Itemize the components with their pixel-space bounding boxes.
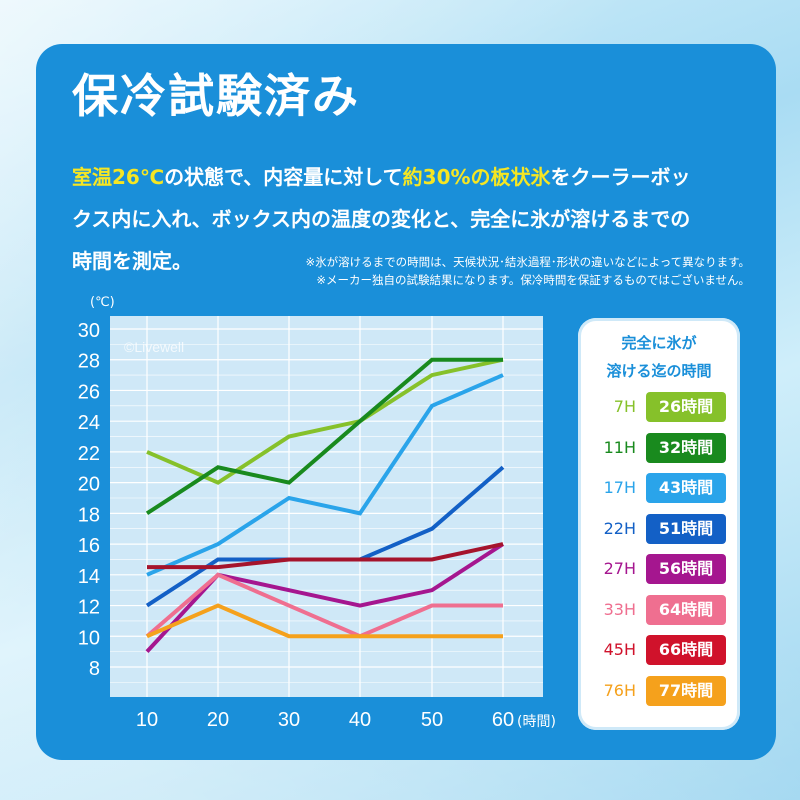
legend-box: 完全に氷が 溶ける迄の時間 7H 26時間 11H 32時間 17H 43時間 22H 51時… xyxy=(578,318,740,730)
legend-duration-badge: 64時間 xyxy=(646,594,726,625)
series-line-7 xyxy=(146,603,503,639)
legend-duration-badge: 56時間 xyxy=(646,554,726,584)
legend-hour: 33H xyxy=(603,599,636,619)
series-line-2 xyxy=(145,357,503,516)
legend-hour: 27H xyxy=(603,559,636,578)
x-tick-label: 40 xyxy=(349,709,371,731)
x-tick-label: 30 xyxy=(278,709,300,731)
description-line-2: クス内に入れ、ボックス内の温度の変化と、完全に氷が溶けるまでの xyxy=(72,207,691,231)
y-tick-label: 30 xyxy=(78,320,100,342)
y-tick-label: 28 xyxy=(78,351,100,373)
y-tick-label: 12 xyxy=(78,597,100,619)
y-tick-label: 10 xyxy=(78,627,100,649)
legend-duration-badge: 26時間 xyxy=(646,392,726,422)
x-tick-label: 50 xyxy=(421,709,443,731)
y-tick-labels: 8 10 12 14 16 18 20 22 24 26 28 30 xyxy=(78,320,100,680)
disclaimer-note-1: ※氷が溶けるまでの時間は、天候状況･結氷過程･形状の違いなどによって異なります。 xyxy=(305,255,750,269)
page-title: 保冷試験済み xyxy=(72,69,360,123)
y-tick-label: 8 xyxy=(89,658,100,680)
description: 室温26℃の状態で、内容量に対して約30%の板状氷をクーラーボッ クス内に入れ、… xyxy=(72,156,762,282)
legend-duration-badge: 51時間 xyxy=(646,513,726,544)
series-line-8 xyxy=(147,542,504,570)
x-tick-label: 10 xyxy=(136,709,158,731)
x-tick-labels: 10 20 30 40 50 60 xyxy=(136,709,514,731)
legend-hour: 11H xyxy=(603,437,636,457)
y-tick-label: 16 xyxy=(78,535,100,557)
description-text: の状態で、内容量に対して xyxy=(164,165,403,189)
y-tick-label: 24 xyxy=(78,412,100,434)
series-line-1 xyxy=(146,357,504,485)
highlight-ice-ratio: 約30%の板状氷 xyxy=(402,165,551,189)
watermark: ©Livewell xyxy=(124,339,184,355)
legend-hour: 7H xyxy=(613,397,636,416)
legend-heading-2: 溶ける迄の時間 xyxy=(606,362,712,380)
series-lines xyxy=(145,357,505,653)
y-tick-label: 14 xyxy=(78,566,100,588)
x-tick-label: 20 xyxy=(207,709,229,731)
x-axis-unit: (時間) xyxy=(517,714,556,730)
description-text: をクーラーボッ xyxy=(550,165,691,189)
y-tick-label: 22 xyxy=(78,443,100,465)
description-line-1: 室温26℃の状態で、内容量に対して約30%の板状氷をクーラーボッ xyxy=(72,156,762,198)
x-tick-label: 60 xyxy=(492,709,514,731)
legend-duration-badge: 77時間 xyxy=(646,675,726,706)
legend-duration-badge: 32時間 xyxy=(646,432,726,463)
series-line-6 xyxy=(145,572,503,639)
y-tick-label: 18 xyxy=(78,504,100,526)
highlight-room-temp: 室温26℃ xyxy=(72,165,165,189)
disclaimer-note-2: ※メーカー独自の試験結果になります。保冷時間を保証するものではございません。 xyxy=(316,273,750,287)
y-tick-label: 26 xyxy=(78,381,100,403)
y-tick-label: 20 xyxy=(78,474,100,496)
legend-hour: 22H xyxy=(603,518,636,538)
legend-duration-badge: 43時間 xyxy=(646,473,726,503)
description-line-3: 時間を測定。 xyxy=(72,249,192,273)
legend-hour: 45H xyxy=(603,640,636,659)
series-line-3 xyxy=(146,373,504,577)
legend-heading-1: 完全に氷が xyxy=(621,334,697,352)
y-axis-unit: (℃) xyxy=(90,295,115,310)
legend-duration-badge: 66時間 xyxy=(646,635,726,665)
legend-hour: 17H xyxy=(603,478,636,497)
legend-hour: 76H xyxy=(603,680,636,700)
